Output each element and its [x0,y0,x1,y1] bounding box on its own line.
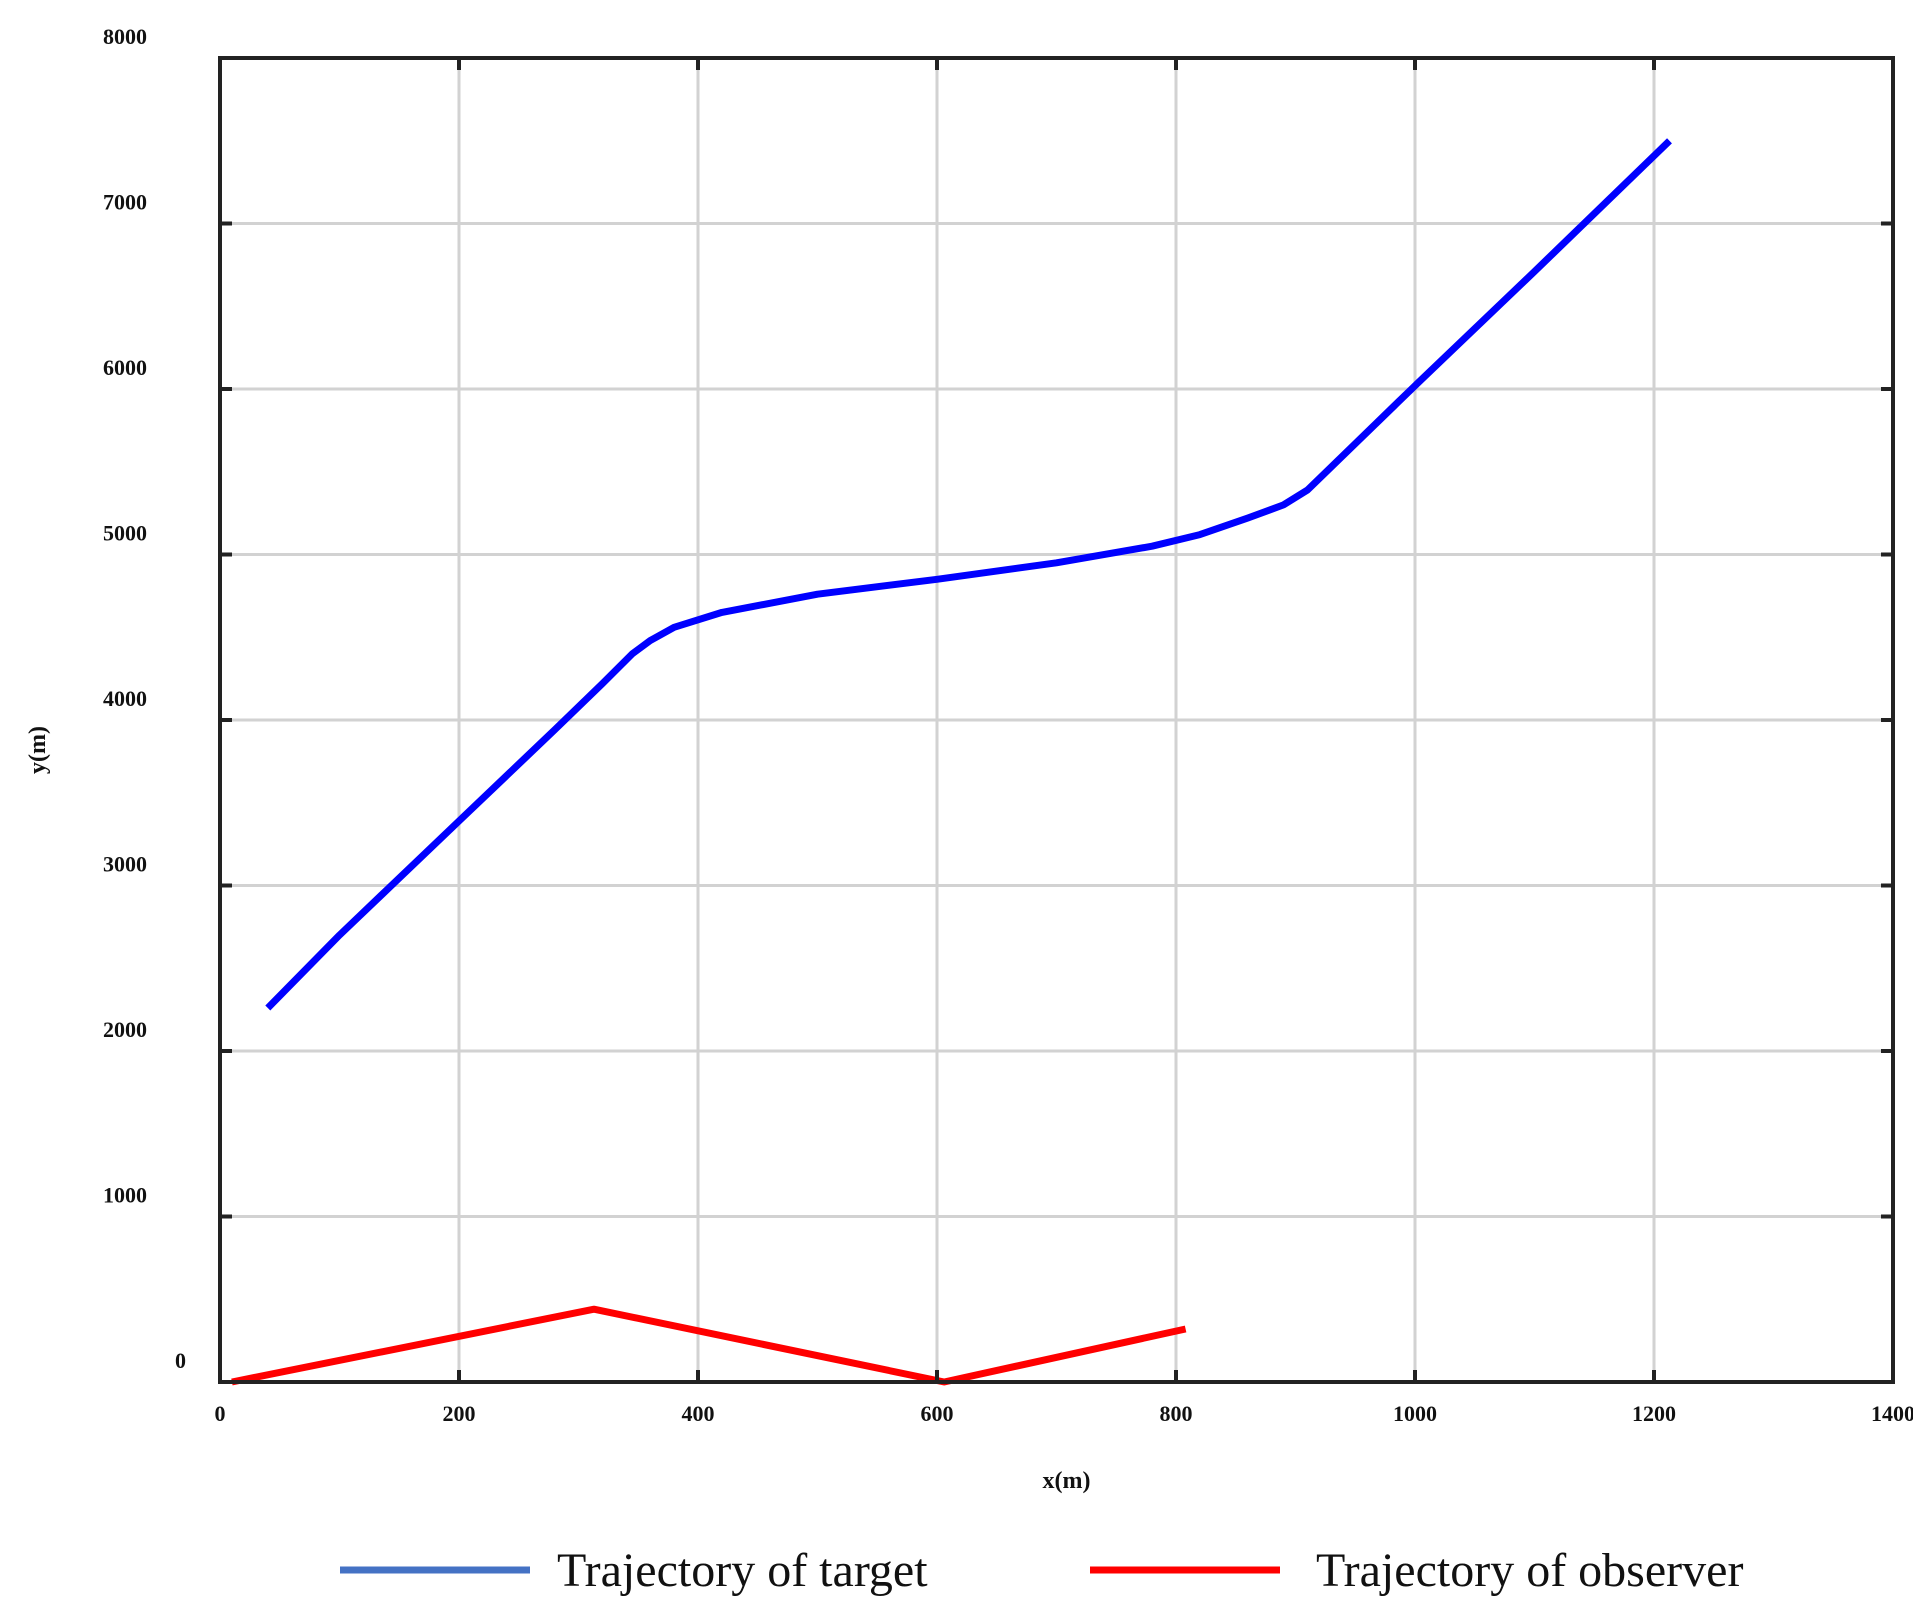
legend-label-target: Trajectory of target [557,1544,928,1597]
grid [220,58,1893,1382]
y-axis-label: y(m) [25,726,51,774]
x-tick-label: 0 [215,1401,226,1426]
y-tick-label: 2000 [103,1017,147,1042]
y-tick-label: 4000 [103,686,147,711]
series-line-observer [231,1305,1187,1386]
x-tick-label: 1400 [1871,1401,1913,1426]
series-line-target [265,138,1672,1011]
legend: Trajectory of target Trajectory of obser… [340,1544,1743,1597]
x-tick-label: 400 [682,1401,715,1426]
x-tick-label: 1000 [1393,1401,1437,1426]
x-tick-label: 1200 [1632,1401,1676,1426]
y-tick-label: 1000 [103,1183,147,1208]
x-tick-label: 800 [1160,1401,1193,1426]
series-layer [231,138,1672,1386]
y-tick-label: 5000 [103,521,147,546]
y-tick-label: 8000 [103,24,147,49]
y-tick-label: 6000 [103,355,147,380]
x-tick-label: 200 [443,1401,476,1426]
x-axis-label: x(m) [1043,1468,1091,1494]
legend-label-observer: Trajectory of observer [1316,1544,1743,1597]
y-tick-label: 0 [175,1348,186,1373]
x-tick-label: 600 [921,1401,954,1426]
y-tick-label: 3000 [103,852,147,877]
ticks [220,58,1893,1382]
y-tick-label: 7000 [103,190,147,215]
tick-labels: 0 200 400 600 800 1000 1200 1400 0 1000 2000 3000 40… [103,24,1913,1426]
